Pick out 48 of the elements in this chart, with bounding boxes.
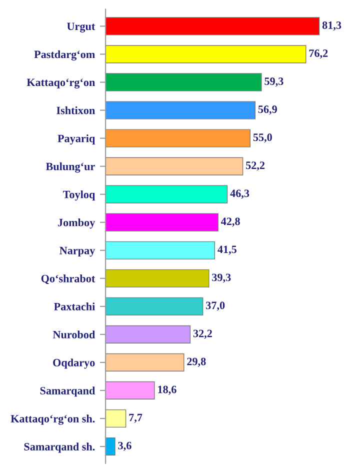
- data-label: 41,5: [218, 246, 236, 255]
- y-tick-label: Bulung‘ur: [46, 162, 95, 173]
- data-label: 42,8: [221, 218, 240, 227]
- y-tick-label: Nurobod: [52, 330, 96, 338]
- data-label: 76,2: [309, 50, 328, 59]
- bar: [106, 353, 184, 372]
- y-tick-label: Toyloq: [62, 190, 96, 201]
- bar: [106, 17, 320, 36]
- bar: [106, 381, 155, 400]
- bar: [106, 241, 216, 260]
- data-label: 3,6: [118, 442, 132, 451]
- y-tick-label: Payariq: [58, 134, 96, 145]
- data-label: 46,3: [230, 190, 250, 199]
- y-tick-label: Paxtachi: [54, 302, 95, 310]
- bar: [106, 325, 191, 344]
- bar: [106, 101, 256, 120]
- y-tick-label: Ishtixon: [56, 106, 95, 114]
- data-label: 56,9: [258, 106, 277, 115]
- data-label: 81,3: [322, 21, 342, 31]
- bar: [106, 45, 306, 64]
- data-label: 55,0: [253, 134, 272, 143]
- y-tick-label: Jomboy: [58, 218, 96, 229]
- data-label: 39,3: [212, 274, 231, 283]
- y-tick-label: Samarqand sh.: [24, 442, 95, 453]
- y-tick-label: Oqdaryo: [53, 358, 95, 369]
- bar: [106, 437, 116, 456]
- data-label: 37,0: [206, 302, 225, 311]
- bar: [106, 269, 210, 288]
- bar: [106, 157, 244, 176]
- bar: [106, 129, 250, 148]
- y-tick-label: Kattaqo‘rg‘on: [26, 78, 95, 88]
- bar: [106, 73, 262, 92]
- data-label: 18,6: [158, 386, 176, 395]
- bar: [106, 409, 126, 428]
- y-tick-label: Pastdarg‘om: [34, 50, 95, 61]
- data-label: 52,2: [246, 162, 265, 171]
- y-tick-label: Urgut: [67, 22, 96, 32]
- y-tick-label: Kattaqo‘rg‘on sh.: [10, 414, 95, 425]
- data-label: 59,3: [264, 78, 284, 87]
- bar: [106, 185, 228, 204]
- y-tick-label: Samarqand: [40, 386, 96, 397]
- y-tick-label: Qo‘shrabot: [41, 274, 96, 284]
- data-label: 29,8: [187, 358, 206, 367]
- bar: [106, 297, 204, 316]
- y-tick-label: Narpay: [60, 246, 96, 257]
- data-label: 32,2: [193, 330, 212, 339]
- bar: [106, 213, 218, 232]
- data-label: 7,7: [129, 414, 142, 423]
